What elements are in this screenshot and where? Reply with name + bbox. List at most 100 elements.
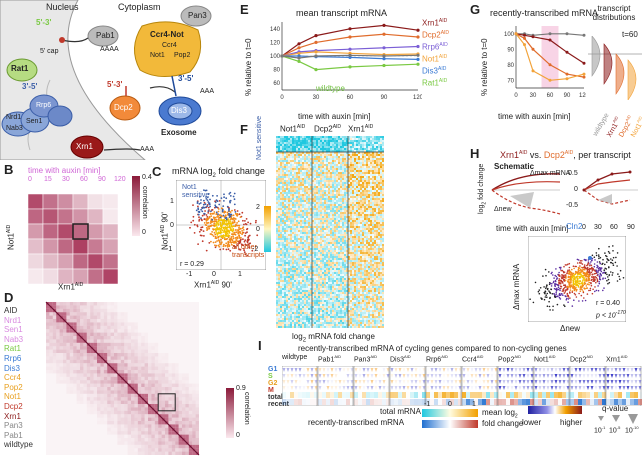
d-matrix-cell xyxy=(66,451,70,455)
d-matrix-cell xyxy=(154,421,159,425)
d-matrix-cell xyxy=(56,383,60,387)
f-heat-cell xyxy=(328,184,330,186)
d-matrix-cell xyxy=(73,441,77,445)
f-heat-cell xyxy=(290,178,292,180)
d-matrix-cell xyxy=(59,444,63,449)
polya3-label: AAA xyxy=(200,88,215,95)
f-heat-cell xyxy=(358,208,360,210)
d-matrix-cell xyxy=(100,346,104,350)
d-matrix-cell xyxy=(59,305,63,309)
f-heat-cell xyxy=(328,166,330,168)
f-heat-cell xyxy=(320,160,322,162)
d-matrix-cell xyxy=(117,390,121,394)
d-matrix-cell xyxy=(46,342,50,347)
f-heat-cell xyxy=(332,214,334,216)
d-matrix-cell xyxy=(120,390,125,394)
f-heat-cell xyxy=(290,196,292,198)
d-matrix-cell xyxy=(168,421,172,425)
d-matrix-cell xyxy=(151,346,155,350)
d-matrix-cell xyxy=(69,329,74,333)
d-matrix-cell xyxy=(120,329,125,333)
f-heat-cell xyxy=(300,140,302,142)
f-heat-cell xyxy=(316,160,318,162)
c-point xyxy=(244,239,247,242)
f-heat-cell xyxy=(344,152,346,154)
f-heat-cell xyxy=(356,190,358,192)
f-heat-cell xyxy=(360,162,362,164)
d-matrix-cell xyxy=(178,404,182,408)
d-matrix-cell xyxy=(83,390,87,394)
d-matrix-cell xyxy=(178,302,182,306)
d-matrix-cell xyxy=(158,312,162,316)
f-heat-cell xyxy=(318,158,320,160)
d-matrix-cell xyxy=(175,346,179,350)
f-heat-cell xyxy=(280,174,282,176)
f-heat-cell xyxy=(336,168,338,170)
d-matrix-cell xyxy=(90,397,94,401)
c-sensitive-point xyxy=(218,203,221,206)
c-point xyxy=(221,237,224,240)
d-matrix-cell xyxy=(134,305,138,309)
f-heat-cell xyxy=(280,202,282,204)
f-heat-cell xyxy=(306,194,308,196)
f-heat-cell xyxy=(314,168,316,170)
f-heat-cell xyxy=(370,160,372,162)
c-sensitive-point xyxy=(202,203,205,206)
d-matrix-cell xyxy=(90,421,94,425)
d-matrix-cell xyxy=(107,383,111,387)
f-heat-cell xyxy=(312,188,314,190)
d-matrix-cell xyxy=(103,353,108,357)
d-matrix-cell xyxy=(178,387,182,391)
f-heat-cell xyxy=(344,182,346,184)
f-heat-cell xyxy=(288,208,290,210)
d-matrix-cell xyxy=(46,444,50,449)
d-matrix-cell xyxy=(76,325,80,330)
f-heat-cell xyxy=(344,210,346,212)
d-matrix-cell xyxy=(182,410,186,415)
d-matrix-cell xyxy=(66,407,70,411)
d-matrix-cell xyxy=(127,336,131,340)
d-matrix-cell xyxy=(178,325,182,330)
d-matrix-cell xyxy=(110,322,114,326)
f-heat-cell xyxy=(376,140,378,142)
d-matrix-cell xyxy=(46,339,50,343)
c-sensitive-point xyxy=(197,207,199,209)
d-matrix-cell xyxy=(182,404,186,408)
f-heat-cell xyxy=(342,156,344,158)
f-heat-cell xyxy=(326,204,328,206)
c-point xyxy=(211,231,213,233)
f-heat-cell xyxy=(346,172,348,174)
c-point xyxy=(198,216,200,219)
d-matrix-cell xyxy=(188,424,193,428)
c-sensitive-point xyxy=(233,203,236,206)
d-matrix-cell xyxy=(148,366,152,370)
d-matrix-cell xyxy=(137,349,142,353)
f-heat-cell xyxy=(290,204,292,206)
f-heat-cell xyxy=(322,154,324,156)
rat1-label: Rat1 xyxy=(11,64,29,73)
f-heat-cell xyxy=(316,138,318,140)
d-matrix-cell xyxy=(56,332,60,336)
f-heat-cell xyxy=(316,206,318,208)
f-heat-cell xyxy=(378,198,380,200)
f-heat-cell xyxy=(324,180,326,182)
f-heat-cell xyxy=(316,154,318,156)
f-heat-cell xyxy=(276,212,278,214)
d-matrix-cell xyxy=(63,339,67,343)
f-heat-cell xyxy=(350,166,352,168)
f-heat-cell xyxy=(356,138,358,140)
d-matrix-cell xyxy=(52,336,57,340)
d-matrix-cell xyxy=(83,356,87,360)
f-heat-cell xyxy=(356,198,358,200)
d-matrix-cell xyxy=(114,366,118,370)
d-matrix-cell xyxy=(90,451,94,455)
d-matrix-cell xyxy=(69,380,74,384)
d-matrix-cell xyxy=(52,448,57,452)
d-matrix-cell xyxy=(63,342,67,347)
f-heat-cell xyxy=(320,142,322,144)
d-matrix-cell xyxy=(73,414,77,418)
f-heat-cell xyxy=(344,178,346,180)
f-heat-cell xyxy=(360,180,362,182)
f-heat-cell xyxy=(276,192,278,194)
f-heat-cell xyxy=(322,188,324,190)
